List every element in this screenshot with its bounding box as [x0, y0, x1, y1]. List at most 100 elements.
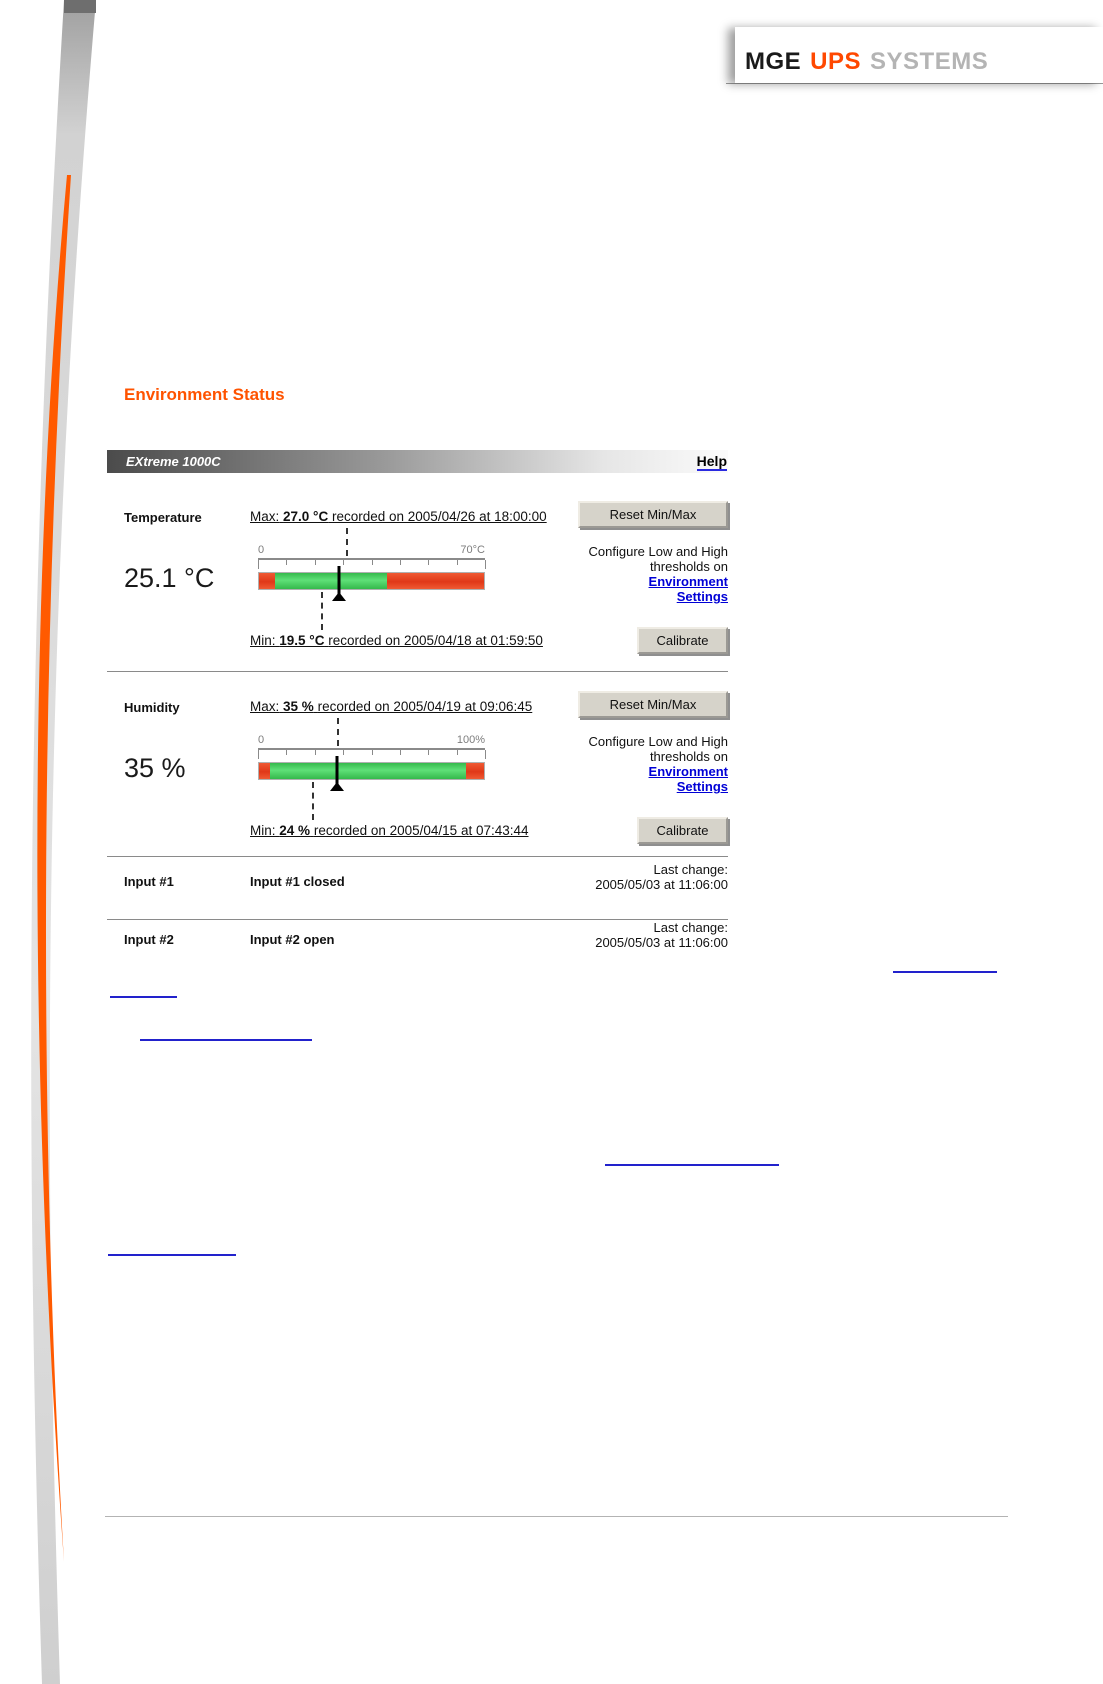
- ruler-tick: [258, 750, 259, 759]
- humidity-gauge: 0 100%: [258, 716, 486, 822]
- environment-settings-link[interactable]: Settings: [676, 589, 728, 604]
- input-last-change: Last change: 2005/05/03 at 11:06:00: [595, 862, 728, 892]
- max-prefix: Max:: [250, 509, 280, 524]
- min-prefix: Min:: [250, 633, 276, 648]
- ruler-tick: [343, 560, 345, 565]
- marker-stem: [337, 566, 341, 594]
- help-link[interactable]: Help: [696, 453, 727, 471]
- last-change-value: 2005/05/03 at 11:06:00: [595, 877, 728, 892]
- ruler-tick: [485, 560, 486, 569]
- gauge-value-marker: [331, 566, 347, 602]
- min-suffix: recorded on 2005/04/15 at 07:43:44: [313, 823, 529, 838]
- last-change-value: 2005/05/03 at 11:06:00: [595, 935, 728, 950]
- last-change-label: Last change:: [653, 862, 728, 877]
- ruler-tick: [399, 560, 401, 565]
- reset-minmax-button[interactable]: Reset Min/Max: [578, 501, 728, 528]
- ruler-tick: [286, 750, 288, 755]
- current-temperature-value: 25.1 °C: [124, 563, 215, 593]
- ruler-tick: [258, 560, 259, 569]
- sensor-block-temperature: Temperature Max: 27.0 °C recorded on 200…: [107, 501, 728, 666]
- max-value: 35 %: [283, 699, 314, 714]
- logo-text-ups: UPS: [810, 48, 862, 75]
- reset-minmax-button[interactable]: Reset Min/Max: [578, 691, 728, 718]
- gauge-value-marker: [329, 756, 345, 792]
- doc-link-underline[interactable]: [605, 1164, 779, 1166]
- ruler-tick: [343, 750, 345, 755]
- input-label: Input #1: [124, 874, 174, 889]
- gauge-ruler: [258, 558, 486, 570]
- doc-link-underline[interactable]: [110, 996, 177, 998]
- input-row-2: Input #2 Input #2 open Last change: 2005…: [107, 919, 728, 979]
- doc-link-underline[interactable]: [108, 1254, 236, 1256]
- scale-min-label: 0: [258, 544, 265, 556]
- max-value: 27.0 °C: [283, 509, 329, 524]
- max-prefix: Max:: [250, 699, 280, 714]
- ruler-tick: [485, 750, 486, 759]
- page-side-decoration: [31, 0, 96, 1684]
- ruler-tick: [371, 750, 373, 755]
- input-state: Input #1 closed: [250, 874, 345, 889]
- device-name: EXtreme 1000C: [126, 454, 221, 469]
- configure-line2: thresholds on: [649, 559, 728, 574]
- configure-line1: Configure Low and High: [588, 544, 728, 559]
- last-change-label: Last change:: [653, 920, 728, 935]
- min-prefix: Min:: [250, 823, 276, 838]
- scale-min-label: 0: [258, 734, 265, 746]
- section-separator: [107, 856, 728, 857]
- min-value: 24 %: [279, 823, 311, 838]
- max-record: Max: 35 % recorded on 2005/04/19 at 09:0…: [250, 699, 532, 714]
- environment-settings-link[interactable]: Environment: [648, 574, 728, 589]
- ruler-tick: [428, 560, 430, 565]
- device-header: EXtreme 1000C: [107, 450, 728, 473]
- input-label: Input #2: [124, 932, 174, 947]
- orange-swoosh: [37, 175, 71, 1562]
- configure-line1: Configure Low and High: [588, 734, 728, 749]
- marker-foot: [330, 782, 345, 791]
- max-dash-line: [337, 718, 340, 746]
- doc-link-underline[interactable]: [893, 971, 997, 973]
- ruler-tick: [399, 750, 401, 755]
- gauge-ruler: [258, 748, 486, 760]
- page-title: Environment Status: [124, 385, 285, 404]
- min-dash-line: [321, 592, 324, 630]
- environment-settings-link[interactable]: Environment: [648, 764, 728, 779]
- min-record: Min: 19.5 °C recorded on 2005/04/18 at 0…: [250, 633, 543, 648]
- ruler-tick: [314, 560, 316, 565]
- environment-settings-link[interactable]: Settings: [676, 779, 728, 794]
- section-separator: [107, 919, 728, 920]
- min-value: 19.5 °C: [279, 633, 325, 648]
- ruler-tick: [456, 750, 458, 755]
- scale-max-label: 100%: [456, 734, 485, 746]
- input-row-1: Input #1 Input #1 closed Last change: 20…: [107, 856, 728, 916]
- ruler-tick: [314, 750, 316, 755]
- top-corner-block: [64, 0, 96, 13]
- max-suffix: recorded on 2005/04/26 at 18:00:00: [331, 509, 547, 524]
- gauge-bar: [258, 762, 485, 780]
- footer-rule: [105, 1516, 1008, 1517]
- ruler-tick: [286, 560, 288, 565]
- logo-text-mge: MGE: [745, 48, 802, 75]
- max-dash-line: [345, 528, 348, 556]
- logo-text-systems: SYSTEMS: [870, 48, 989, 75]
- logo-underline: [726, 83, 1103, 84]
- gauge-green-zone: [270, 763, 466, 779]
- sensor-block-humidity: Humidity Max: 35 % recorded on 2005/04/1…: [107, 691, 728, 856]
- calibrate-button[interactable]: Calibrate: [637, 627, 728, 654]
- doc-link-underline[interactable]: [140, 1039, 312, 1041]
- configure-thresholds-text: Configure Low and High thresholds on Env…: [553, 544, 728, 604]
- min-record: Min: 24 % recorded on 2005/04/15 at 07:4…: [250, 823, 529, 838]
- input-state: Input #2 open: [250, 932, 335, 947]
- input-last-change: Last change: 2005/05/03 at 11:06:00: [595, 920, 728, 950]
- max-suffix: recorded on 2005/04/19 at 09:06:45: [317, 699, 533, 714]
- max-record: Max: 27.0 °C recorded on 2005/04/26 at 1…: [250, 509, 547, 524]
- marker-foot: [332, 592, 347, 601]
- device-header-overlay: Help: [107, 450, 728, 473]
- sensor-label: Humidity: [124, 700, 180, 715]
- ruler-tick: [428, 750, 430, 755]
- temperature-gauge: 0 70°C: [258, 526, 486, 632]
- gauge-green-zone: [274, 573, 388, 589]
- calibrate-button[interactable]: Calibrate: [637, 817, 728, 844]
- marker-stem: [335, 756, 339, 784]
- ruler-tick: [371, 560, 373, 565]
